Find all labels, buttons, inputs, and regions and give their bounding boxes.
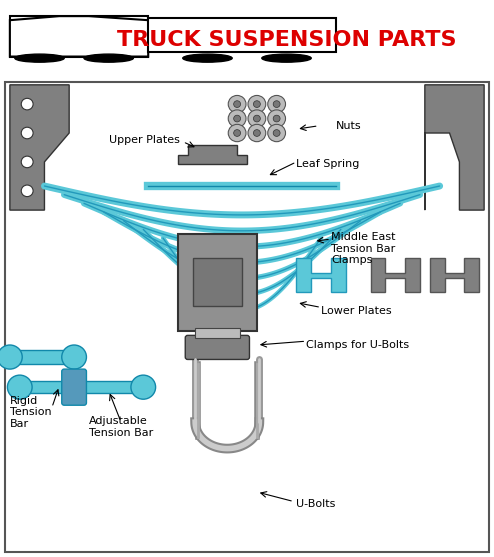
FancyBboxPatch shape bbox=[185, 335, 249, 359]
Circle shape bbox=[273, 115, 280, 122]
FancyBboxPatch shape bbox=[195, 328, 240, 338]
Circle shape bbox=[21, 127, 33, 139]
Polygon shape bbox=[10, 85, 69, 210]
Circle shape bbox=[183, 54, 232, 62]
Circle shape bbox=[268, 110, 286, 127]
Circle shape bbox=[268, 95, 286, 113]
Circle shape bbox=[234, 115, 241, 122]
Polygon shape bbox=[296, 258, 346, 292]
Text: TRUCK SUSPENSION PARTS: TRUCK SUSPENSION PARTS bbox=[117, 31, 456, 50]
Circle shape bbox=[228, 110, 246, 127]
Text: Upper Plates: Upper Plates bbox=[109, 135, 179, 145]
Circle shape bbox=[253, 101, 260, 108]
Circle shape bbox=[262, 54, 311, 62]
Circle shape bbox=[253, 130, 260, 136]
Polygon shape bbox=[148, 18, 336, 52]
Text: Middle East
Tension Bar
Clamps: Middle East Tension Bar Clamps bbox=[331, 232, 396, 265]
Circle shape bbox=[131, 375, 156, 399]
Text: Clamps for U-Bolts: Clamps for U-Bolts bbox=[306, 340, 410, 350]
Circle shape bbox=[273, 130, 280, 136]
Polygon shape bbox=[10, 16, 148, 57]
Circle shape bbox=[21, 156, 33, 168]
Circle shape bbox=[273, 101, 280, 108]
Circle shape bbox=[21, 99, 33, 110]
FancyBboxPatch shape bbox=[193, 258, 242, 306]
Text: U-Bolts: U-Bolts bbox=[296, 499, 336, 509]
Polygon shape bbox=[430, 258, 479, 292]
Circle shape bbox=[84, 54, 133, 62]
Text: Lower Plates: Lower Plates bbox=[321, 306, 392, 316]
Circle shape bbox=[21, 185, 33, 197]
Circle shape bbox=[248, 124, 266, 141]
Polygon shape bbox=[425, 85, 484, 210]
Circle shape bbox=[0, 345, 22, 369]
FancyBboxPatch shape bbox=[20, 381, 143, 393]
Text: Rigid
Tension
Bar: Rigid Tension Bar bbox=[10, 396, 51, 429]
FancyBboxPatch shape bbox=[178, 234, 257, 330]
Text: Leaf Spring: Leaf Spring bbox=[296, 159, 360, 169]
Text: Nuts: Nuts bbox=[336, 121, 362, 131]
Circle shape bbox=[228, 124, 246, 141]
Circle shape bbox=[253, 115, 260, 122]
Circle shape bbox=[234, 130, 241, 136]
FancyBboxPatch shape bbox=[62, 369, 86, 405]
Circle shape bbox=[62, 345, 86, 369]
FancyBboxPatch shape bbox=[5, 82, 489, 552]
FancyBboxPatch shape bbox=[10, 16, 148, 57]
Circle shape bbox=[268, 124, 286, 141]
Circle shape bbox=[234, 101, 241, 108]
Text: Adjustable
Tension Bar: Adjustable Tension Bar bbox=[89, 416, 153, 438]
Circle shape bbox=[228, 95, 246, 113]
Polygon shape bbox=[10, 350, 74, 364]
Polygon shape bbox=[370, 258, 420, 292]
Circle shape bbox=[7, 375, 32, 399]
Polygon shape bbox=[178, 145, 247, 164]
Circle shape bbox=[248, 110, 266, 127]
Circle shape bbox=[15, 54, 64, 62]
Circle shape bbox=[248, 95, 266, 113]
